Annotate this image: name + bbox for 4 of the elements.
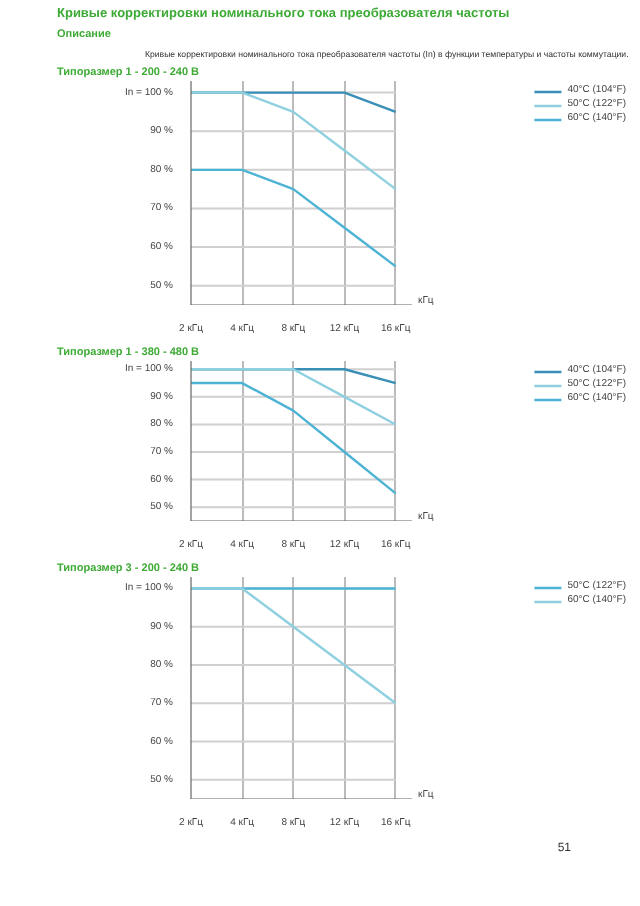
line-series (191, 587, 397, 705)
line-series (191, 381, 397, 495)
line-series (191, 91, 397, 191)
line-series (191, 168, 397, 268)
